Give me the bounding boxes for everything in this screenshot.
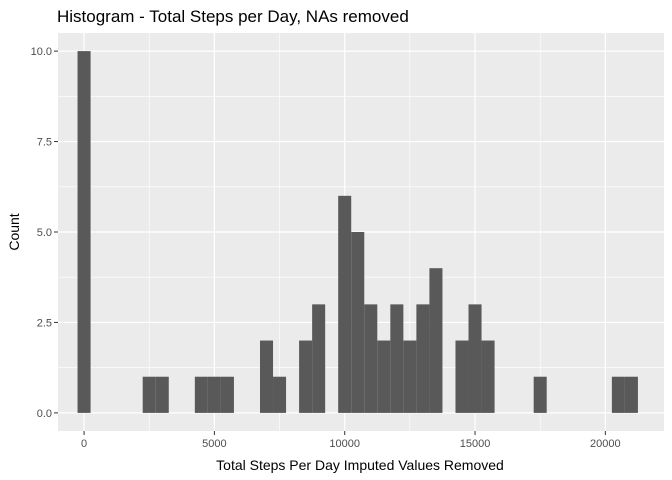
histogram-bar [403, 340, 417, 413]
histogram-bar [468, 304, 482, 413]
x-tick-label: 10000 [329, 438, 360, 450]
x-tick-label: 5000 [202, 438, 226, 450]
x-axis-title: Total Steps Per Day Imputed Values Remov… [216, 457, 504, 473]
x-tick-label: 0 [81, 438, 87, 450]
x-axis: 0 5000 10000 15000 20000 [81, 431, 621, 450]
y-tick-label: 7.5 [37, 137, 52, 149]
histogram-bar [194, 376, 208, 413]
histogram-bar [260, 340, 274, 413]
histogram-bar [533, 376, 547, 413]
histogram-bar [338, 195, 352, 413]
x-tick-label: 20000 [590, 438, 621, 450]
histogram-bar [416, 304, 430, 413]
histogram-bar [299, 340, 313, 413]
histogram-bar [155, 376, 169, 413]
histogram-bar [377, 340, 391, 413]
y-tick-label: 5.0 [37, 227, 52, 239]
histogram-bar [390, 304, 404, 413]
histogram-bar [273, 376, 287, 413]
y-tick-label: 0.0 [37, 408, 52, 420]
histogram-bar [220, 376, 234, 413]
histogram-bars [77, 51, 638, 413]
y-tick-label: 2.5 [37, 317, 52, 329]
y-axis: 0.0 2.5 5.0 7.5 10.0 [31, 46, 58, 420]
histogram-bar [142, 376, 156, 413]
chart-title: Histogram - Total Steps per Day, NAs rem… [57, 7, 409, 26]
histogram-bar [611, 376, 625, 413]
histogram-bar [351, 232, 365, 413]
histogram-bar [429, 268, 443, 413]
histogram-bar [312, 304, 326, 413]
histogram-bar [207, 376, 221, 413]
histogram-bar [364, 304, 378, 413]
histogram-bar [455, 340, 469, 413]
histogram-bar [77, 51, 91, 413]
histogram-bar [624, 376, 638, 413]
y-tick-label: 10.0 [31, 46, 52, 58]
y-axis-title: Count [6, 213, 22, 250]
x-tick-label: 15000 [460, 438, 491, 450]
histogram-bar [481, 340, 495, 413]
